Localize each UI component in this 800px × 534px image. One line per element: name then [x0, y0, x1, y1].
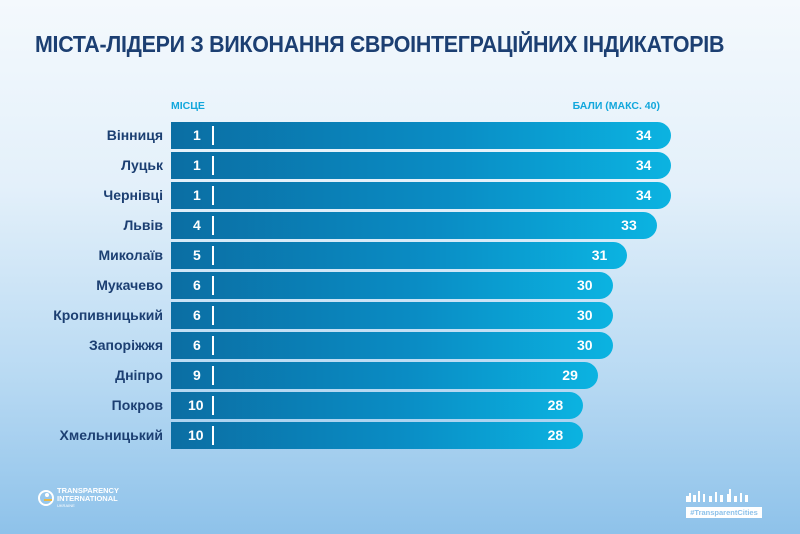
divider [212, 336, 214, 355]
value-label: 28 [547, 427, 564, 443]
divider [212, 126, 214, 145]
bar: 6 30 [171, 272, 613, 299]
bar: 5 31 [171, 242, 628, 269]
transparency-international-logo: TRANSPARENCY INTERNATIONAL UKRAINE [38, 487, 119, 508]
rank-label: 10 [188, 397, 204, 413]
divider [212, 366, 214, 385]
rank-label: 6 [193, 277, 201, 293]
chart-title: МІСТА-ЛІДЕРИ З ВИКОНАННЯ ЄВРОІНТЕГРАЦІЙН… [35, 31, 725, 57]
rank-label: 4 [193, 217, 201, 233]
rank-label: 6 [193, 307, 201, 323]
bar: 6 30 [171, 332, 613, 359]
divider [212, 306, 214, 325]
city-label: Хмельницький [59, 427, 163, 443]
city-label: Покров [111, 397, 163, 413]
rank-label: 1 [193, 127, 201, 143]
value-label: 33 [621, 217, 637, 233]
bar: 10 28 [171, 422, 584, 449]
value-label: 31 [591, 247, 608, 263]
city-label: Запоріжжя [88, 337, 163, 353]
city-label: Кропивницький [53, 307, 163, 323]
city-label: Дніпро [115, 367, 163, 383]
hashtag-label: #TransparentCities [686, 507, 762, 518]
value-label: 30 [577, 277, 593, 293]
transparent-cities-logo: #TransparentCities [686, 488, 762, 518]
value-label: 28 [547, 397, 564, 413]
bar: 6 30 [171, 302, 613, 329]
city-label: Львів [123, 217, 163, 233]
city-label: Миколаїв [98, 247, 163, 263]
rank-label: 5 [193, 247, 201, 263]
divider [212, 396, 214, 415]
divider [212, 156, 214, 175]
bar: 1 34 [171, 182, 672, 209]
divider [212, 186, 214, 205]
ti-emblem-icon [38, 489, 54, 506]
divider [212, 216, 214, 235]
rank-header: МІСЦЕ [171, 100, 205, 112]
value-label: 34 [635, 127, 652, 143]
value-label: 34 [635, 187, 652, 203]
divider [212, 276, 214, 295]
bar: 1 34 [171, 152, 672, 179]
bar: 1 34 [171, 122, 672, 149]
value-label: 30 [577, 307, 593, 323]
city-label: Луцьк [121, 157, 163, 173]
rank-label: 1 [193, 187, 201, 203]
value-label: 29 [562, 367, 578, 383]
value-label: 30 [577, 337, 593, 353]
city-label: Мукачево [96, 277, 163, 293]
divider [212, 426, 214, 445]
divider [212, 246, 214, 265]
rank-label: 6 [193, 337, 201, 353]
score-header: БАЛИ (МАКС. 40) [572, 100, 660, 112]
city-label: Вінниця [106, 127, 163, 143]
rank-label: 9 [193, 367, 201, 383]
value-label: 34 [635, 157, 652, 173]
bar: 10 28 [171, 392, 584, 419]
city-label: Чернівці [103, 187, 163, 203]
rank-label: 1 [193, 157, 201, 173]
rank-label: 10 [188, 427, 204, 443]
bar: 4 33 [171, 212, 657, 239]
bar: 9 29 [171, 362, 598, 389]
city-skyline-icon [686, 489, 748, 502]
